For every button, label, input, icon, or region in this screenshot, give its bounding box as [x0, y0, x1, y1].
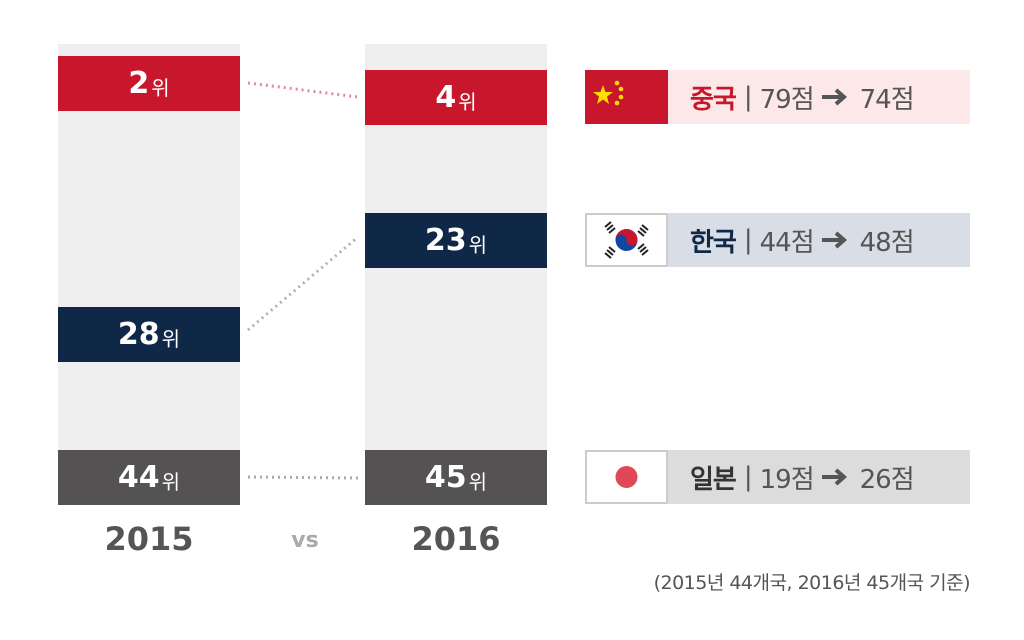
rank: 44	[117, 460, 160, 495]
country-panel: 중국 | 79점 74점	[585, 70, 970, 124]
flag-korea	[585, 213, 668, 267]
score: 44점	[759, 227, 815, 258]
rank: 45	[424, 460, 467, 495]
separator: |	[743, 462, 753, 492]
arrow	[821, 231, 847, 249]
rank: 28	[117, 317, 160, 352]
country-name: 한국	[690, 227, 737, 258]
connector	[247, 235, 359, 332]
rank: 2	[128, 66, 150, 101]
rank-unit: 위	[468, 470, 488, 494]
rank-unit: 위	[161, 327, 181, 351]
separator: |	[743, 225, 753, 255]
footnote: (2015년 44개국, 2016년 45개국 기준)	[653, 572, 971, 594]
country-name: 중국	[690, 84, 737, 115]
separator: |	[743, 82, 753, 112]
arrow	[821, 468, 847, 486]
arrow	[821, 88, 847, 106]
flag-japan	[585, 450, 668, 504]
rank-unit: 위	[458, 90, 477, 114]
score: 79점	[759, 84, 815, 115]
year: 2016	[411, 520, 501, 558]
rank-unit: 위	[151, 76, 170, 100]
country-name: 일본	[690, 464, 737, 495]
rank: 4	[435, 80, 457, 115]
score: 74점	[859, 84, 915, 115]
rank: 23	[424, 223, 467, 258]
score: 19점	[759, 464, 815, 495]
connector	[247, 81, 359, 99]
rank-unit: 위	[468, 233, 488, 257]
rank-block: 45 위	[365, 450, 547, 505]
rank-block: 44 위	[58, 450, 240, 505]
country-panel: 일본 | 19점 26점	[585, 450, 970, 504]
rank-unit: 위	[161, 470, 181, 494]
score: 26점	[859, 464, 915, 495]
rank-block: 23 위	[365, 213, 547, 268]
flag-china	[585, 70, 668, 124]
year: 2015	[104, 520, 194, 558]
vs: vs	[291, 528, 319, 553]
rank-block: 28 위	[58, 307, 240, 362]
score: 48점	[859, 227, 915, 258]
country-panel: 한국 | 44점 48점	[585, 213, 970, 267]
connector	[247, 475, 359, 480]
